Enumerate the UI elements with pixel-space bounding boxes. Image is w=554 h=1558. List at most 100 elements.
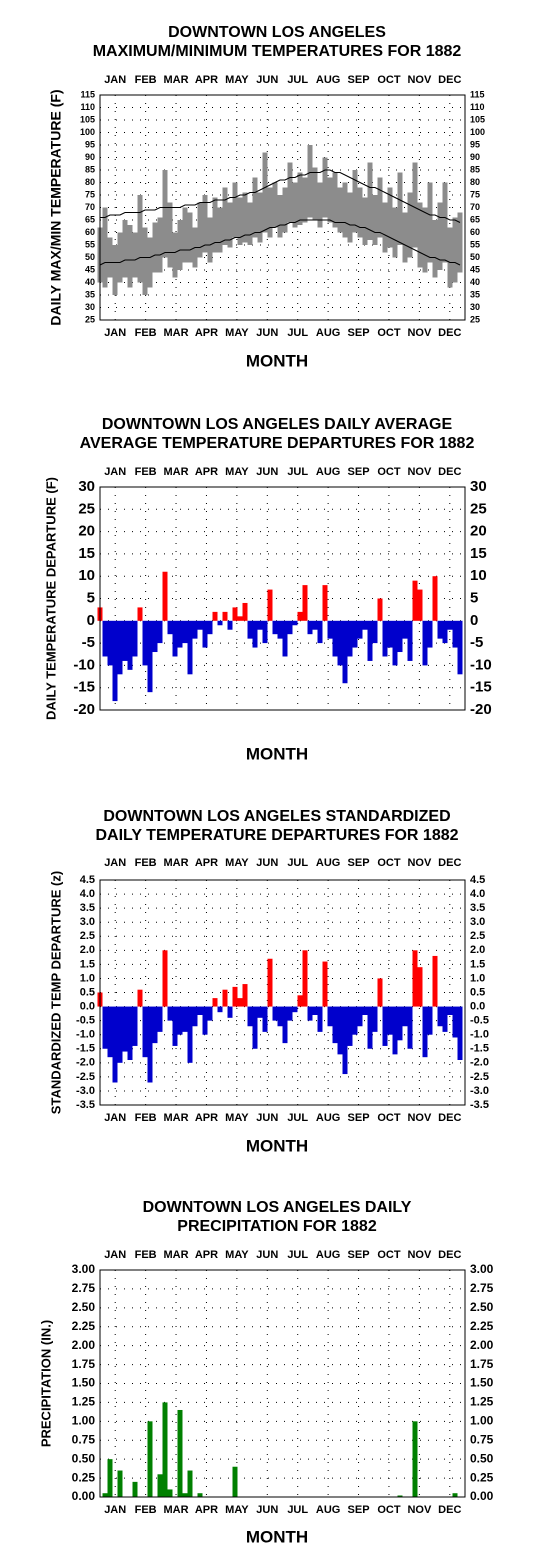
bar <box>212 611 218 621</box>
y-tick-label: 45 <box>470 264 480 274</box>
range-bar <box>167 202 173 268</box>
bar <box>152 620 158 653</box>
month-label: MAY <box>225 466 249 478</box>
y-tick-label: 70 <box>85 202 95 212</box>
month-label: MAR <box>164 1112 189 1124</box>
bar <box>302 950 308 1007</box>
month-label: JUN <box>256 1249 278 1261</box>
y-tick-label: 0.00 <box>470 1489 494 1503</box>
bar <box>252 1006 258 1049</box>
y-tick-label: 95 <box>470 139 480 149</box>
bar <box>222 989 228 1007</box>
month-label: MAR <box>164 1249 189 1261</box>
range-bar <box>212 197 218 253</box>
y-tick-label: 85 <box>85 164 95 174</box>
y-tick-label: -5 <box>470 634 483 651</box>
y-tick-label: 0.25 <box>470 1470 494 1484</box>
y-tick-label: 40 <box>85 277 95 287</box>
range-bar <box>147 237 153 288</box>
range-bar <box>242 192 248 243</box>
month-label: OCT <box>377 1112 401 1124</box>
y-tick-label: -1.5 <box>470 1043 489 1055</box>
month-label: JUL <box>287 1504 308 1516</box>
bar <box>277 620 283 639</box>
month-label: DEC <box>438 857 461 869</box>
month-label: NOV <box>407 857 432 869</box>
month-label: MAY <box>225 857 249 869</box>
bar <box>327 620 333 639</box>
month-label: FEB <box>135 74 157 86</box>
range-bar <box>247 202 253 245</box>
bar <box>227 1006 233 1018</box>
month-label: AUG <box>316 327 340 339</box>
y-tick-label: -15 <box>470 679 492 696</box>
y-axis-label: PRECIPITATION (IN.) <box>38 1320 53 1447</box>
range-bar <box>297 172 303 225</box>
range-bar <box>372 195 378 245</box>
bar <box>282 1006 288 1044</box>
y-tick-label: -0.5 <box>470 1015 489 1027</box>
y-tick-label: 110 <box>80 102 95 112</box>
bar <box>182 620 188 644</box>
bar <box>147 620 153 693</box>
y-tick-label: 75 <box>85 189 95 199</box>
y-tick-label: 5 <box>87 589 95 606</box>
y-tick-label: 1.0 <box>470 972 485 984</box>
bar <box>112 1006 118 1083</box>
range-bar <box>127 225 133 288</box>
y-tick-label: -20 <box>470 701 492 718</box>
bar <box>142 1006 148 1058</box>
bar <box>237 616 243 621</box>
bar <box>232 1466 238 1497</box>
bar <box>442 620 448 644</box>
y-tick-label: -1.0 <box>470 1029 489 1041</box>
month-label: AUG <box>316 466 340 478</box>
range-bar <box>282 187 288 233</box>
bar <box>242 984 248 1007</box>
y-tick-label: -20 <box>73 701 95 718</box>
y-tick-label: 30 <box>78 478 95 495</box>
y-tick-label: 15 <box>470 545 487 562</box>
y-tick-label: -1.0 <box>76 1029 95 1041</box>
bar <box>417 589 423 621</box>
bar <box>247 620 253 639</box>
range-bar <box>357 187 363 238</box>
bar <box>137 989 143 1007</box>
y-tick-label: 0.0 <box>470 1000 485 1012</box>
bar <box>162 1402 168 1497</box>
bar <box>207 1006 213 1021</box>
y-tick-label: -3.0 <box>76 1085 95 1097</box>
bar <box>257 1006 263 1018</box>
y-tick-label: -2.0 <box>76 1057 95 1069</box>
y-tick-label: 3.5 <box>470 902 485 914</box>
range-bar <box>142 227 148 295</box>
month-label: JAN <box>104 857 126 869</box>
range-bar <box>217 207 223 253</box>
bar <box>257 620 263 630</box>
range-bar <box>382 202 388 253</box>
range-bar <box>407 192 413 258</box>
bar <box>102 620 108 657</box>
y-tick-label: 2.00 <box>72 1338 96 1352</box>
y-tick-label: 35 <box>85 289 95 299</box>
y-tick-label: 80 <box>85 177 95 187</box>
y-tick-label: 1.75 <box>470 1357 494 1371</box>
month-label: MAR <box>164 857 189 869</box>
chart-title: AVERAGE TEMPERATURE DEPARTURES FOR 1882 <box>80 435 475 452</box>
bar <box>132 620 138 657</box>
y-tick-label: 2.00 <box>470 1338 494 1352</box>
bar <box>127 620 133 670</box>
x-axis-label: MONTH <box>246 351 308 370</box>
range-bar <box>422 207 428 273</box>
y-tick-label: 35 <box>470 289 480 299</box>
bar <box>377 978 383 1007</box>
bar <box>237 998 243 1007</box>
month-label: OCT <box>377 1504 401 1516</box>
bar <box>192 1006 198 1027</box>
bar <box>292 620 298 626</box>
y-tick-label: 5 <box>470 589 478 606</box>
bar <box>172 1006 178 1046</box>
range-bar <box>447 227 453 288</box>
y-tick-label: 10 <box>78 567 95 584</box>
bar <box>267 589 273 621</box>
